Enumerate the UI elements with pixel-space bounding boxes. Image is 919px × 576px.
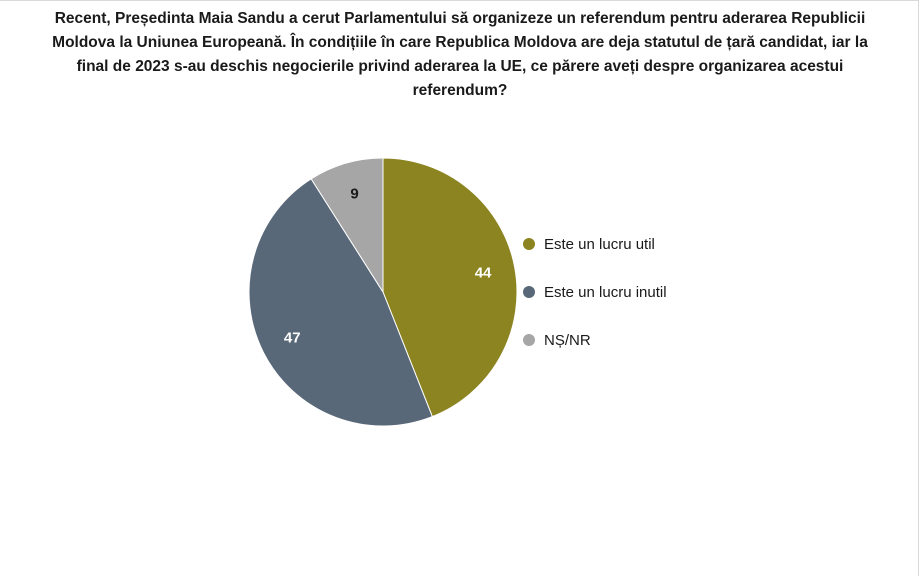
pie-label-inutil: 47 (284, 330, 301, 347)
pie-slice-ns-nr (310, 157, 384, 294)
legend-swatch-ns-nr (523, 334, 535, 346)
legend-label-util: Este un lucru util (544, 235, 655, 253)
pie-slice-inutil (248, 178, 433, 427)
pie-label-util: 44 (475, 264, 492, 281)
pie-slice-labels: 44 47 9 (284, 186, 492, 347)
legend-item-util: Este un lucru util (523, 232, 667, 256)
pie-slice-util (382, 157, 518, 418)
chart-title: Recent, Președinta Maia Sandu a cerut Pa… (52, 10, 868, 99)
pie-label-ns-nr: 9 (350, 186, 358, 203)
legend-label-inutil: Este un lucru inutil (544, 283, 667, 301)
legend-swatch-inutil (523, 286, 535, 298)
pie-slices (248, 157, 518, 427)
chart-legend: Este un lucru util Este un lucru inutil … (523, 232, 667, 376)
legend-swatch-util (523, 238, 535, 250)
top-border (0, 0, 919, 1)
legend-label-ns-nr: NȘ/NR (544, 331, 591, 349)
legend-item-ns-nr: NȘ/NR (523, 328, 667, 352)
legend-item-inutil: Este un lucru inutil (523, 280, 667, 304)
